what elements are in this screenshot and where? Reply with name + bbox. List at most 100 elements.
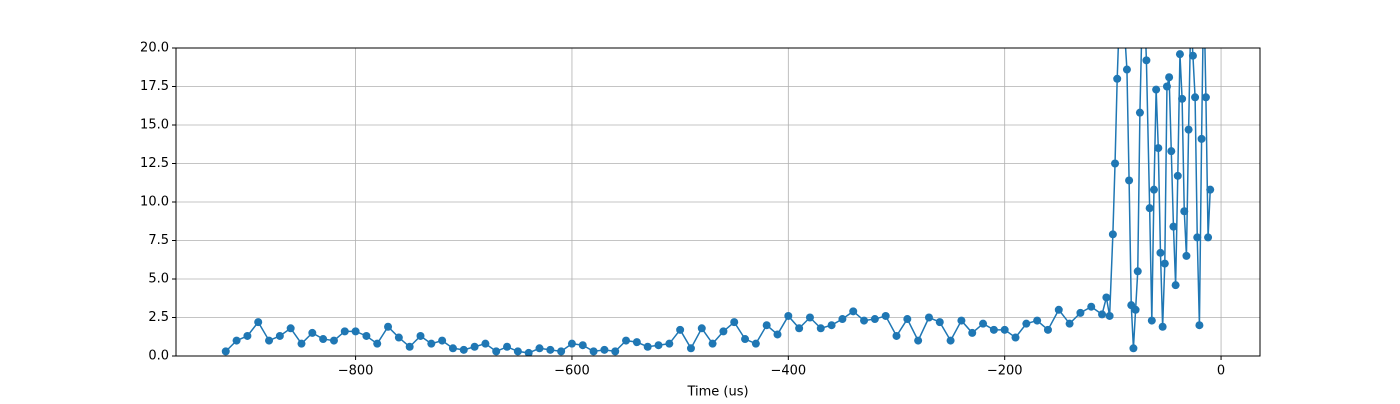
data-point — [1197, 134, 1206, 143]
data-point — [1131, 305, 1140, 314]
data-point — [1193, 233, 1202, 242]
data-point — [1022, 319, 1031, 328]
y-tick-label: 10.0 — [140, 195, 169, 210]
data-point — [524, 348, 533, 356]
data-point — [1204, 233, 1213, 242]
data-point — [416, 331, 425, 340]
y-tick-label: 17.5 — [140, 79, 169, 94]
data-point — [762, 321, 771, 330]
data-point — [567, 339, 576, 348]
data-point — [849, 307, 858, 316]
data-point — [427, 339, 436, 348]
data-point — [578, 341, 587, 350]
data-point — [860, 316, 869, 325]
data-point — [1195, 321, 1204, 330]
data-point — [221, 347, 230, 356]
data-point — [881, 311, 890, 320]
data-point — [1122, 65, 1131, 74]
data-point — [935, 318, 944, 327]
data-point — [438, 336, 447, 345]
data-point — [600, 345, 609, 354]
data-point — [903, 315, 912, 324]
data-point — [719, 327, 728, 336]
data-point — [1162, 82, 1171, 91]
data-point — [384, 322, 393, 331]
data-point — [405, 342, 414, 351]
data-point — [979, 319, 988, 328]
data-point — [622, 336, 631, 345]
data-point — [513, 347, 522, 356]
data-point — [773, 330, 782, 339]
data-point — [1206, 185, 1215, 194]
data-point — [1043, 325, 1052, 334]
data-point — [870, 315, 879, 324]
data-point — [535, 344, 544, 353]
data-point — [308, 328, 317, 337]
data-point — [838, 315, 847, 324]
x-tick-label: −200 — [987, 364, 1023, 379]
data-point — [816, 324, 825, 333]
data-point — [1152, 85, 1161, 94]
y-tick-label: 7.5 — [148, 233, 169, 248]
data-point — [286, 324, 295, 333]
data-point — [1158, 322, 1167, 331]
data-point — [1133, 267, 1142, 276]
data-point — [751, 339, 760, 348]
data-point — [492, 347, 501, 356]
data-point — [632, 338, 641, 347]
data-point — [351, 327, 360, 336]
data-point — [1160, 259, 1169, 268]
data-point — [676, 325, 685, 334]
data-point — [730, 318, 739, 327]
data-point — [795, 324, 804, 333]
data-point — [1125, 176, 1134, 185]
x-axis-label: Time (us) — [686, 385, 748, 400]
y-tick-label: 20.0 — [140, 41, 169, 56]
data-point — [459, 345, 468, 354]
data-point — [1098, 310, 1107, 319]
data-point — [1182, 251, 1191, 260]
data-point — [1113, 74, 1122, 83]
data-point — [805, 313, 814, 322]
data-point — [1175, 50, 1184, 59]
data-point — [340, 327, 349, 336]
data-point — [914, 336, 923, 345]
data-point — [1000, 325, 1009, 334]
data-point — [254, 318, 263, 327]
data-point — [1178, 94, 1187, 103]
data-point — [470, 342, 479, 351]
data-point — [1142, 56, 1151, 65]
data-point — [394, 333, 403, 342]
y-tick-label: 12.5 — [140, 156, 169, 171]
y-tick-label: 0.0 — [148, 349, 169, 364]
data-point — [546, 345, 555, 354]
data-point — [1105, 311, 1114, 320]
data-point — [946, 336, 955, 345]
data-point — [1154, 144, 1163, 153]
data-point — [697, 324, 706, 333]
data-point — [232, 336, 241, 345]
data-point — [686, 344, 695, 353]
data-point — [481, 339, 490, 348]
data-point — [654, 341, 663, 350]
data-point — [1173, 171, 1182, 180]
data-point — [1129, 344, 1138, 353]
data-point — [1065, 319, 1074, 328]
data-point — [1087, 302, 1096, 311]
data-point — [265, 336, 274, 345]
data-point — [827, 321, 836, 330]
y-tick-label: 5.0 — [148, 272, 169, 287]
data-point — [1147, 316, 1156, 325]
y-tick-label: 15.0 — [140, 118, 169, 133]
data-point — [989, 325, 998, 334]
data-point — [557, 347, 566, 356]
data-point — [448, 344, 457, 353]
data-point — [1180, 207, 1189, 216]
plot-area — [221, 48, 1215, 356]
data-point — [275, 331, 284, 340]
x-tick-label: −400 — [770, 364, 806, 379]
data-point — [611, 347, 620, 356]
ticks: −800 −600 −400 −200 0 0.0 2.5 5.0 7.5 10.0 12.5 15.… — [140, 41, 1225, 379]
